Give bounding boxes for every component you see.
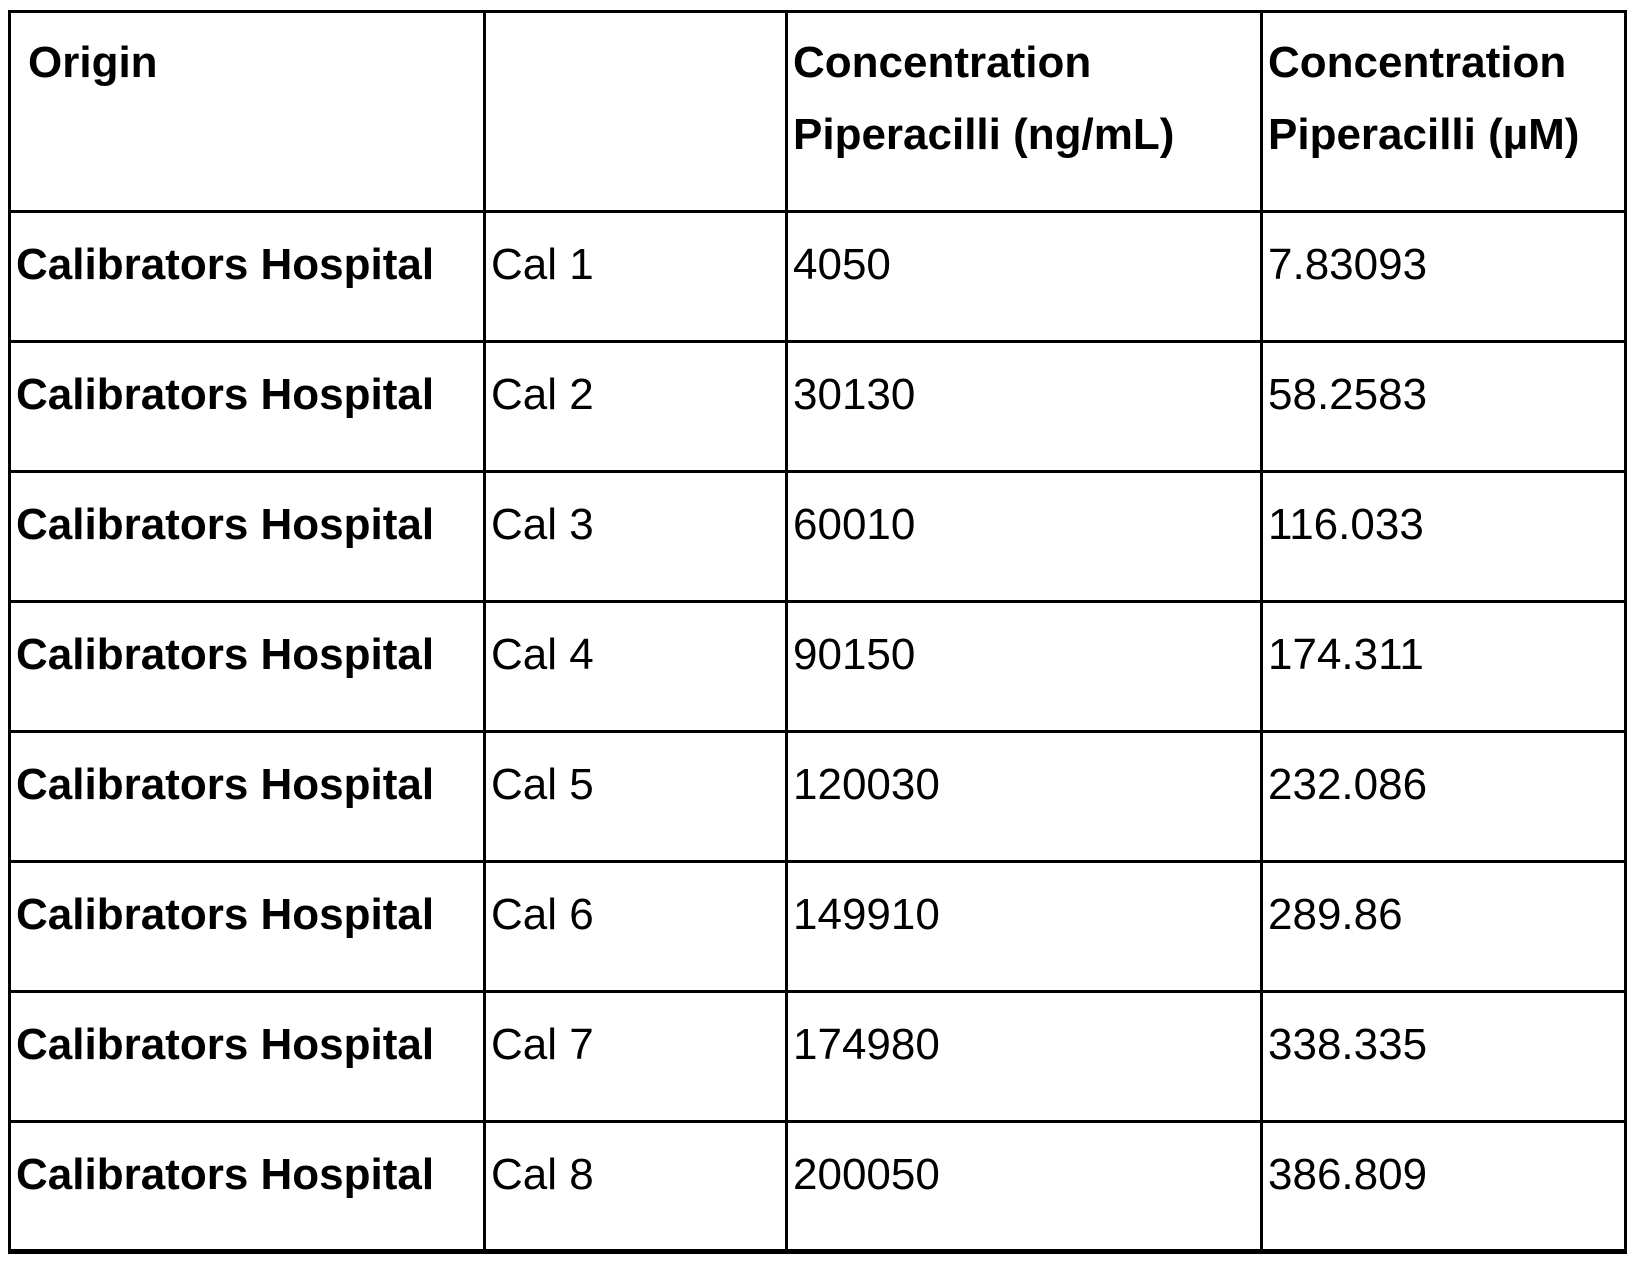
cell-conc-ng: 174980 [785, 990, 1263, 1123]
cell-origin: Calibrators Hospital [8, 470, 486, 603]
table-row: Calibrators Hospital Cal 2 30130 58.2583 [8, 340, 1627, 473]
cell-origin: Calibrators Hospital [8, 860, 486, 993]
cell-conc-um: 289.86 [1260, 860, 1627, 993]
cell-sample-id: Cal 6 [483, 860, 788, 993]
cell-sample-id: Cal 2 [483, 340, 788, 473]
cell-conc-um: 174.311 [1260, 600, 1627, 733]
table-row: Calibrators Hospital Cal 4 90150 174.311 [8, 600, 1627, 733]
cell-conc-ng: 30130 [785, 340, 1263, 473]
cell-conc-ng: 200050 [785, 1120, 1263, 1254]
table-row: Calibrators Hospital Cal 5 120030 232.08… [8, 730, 1627, 863]
table-row: Calibrators Hospital Cal 8 200050 386.80… [8, 1120, 1627, 1254]
cell-conc-um: 116.033 [1260, 470, 1627, 603]
header-origin-label: Origin [28, 38, 158, 87]
calibrators-table: Origin Concentration Piperacilli (ng/mL)… [8, 10, 1627, 1254]
header-row: Origin Concentration Piperacilli (ng/mL)… [8, 10, 1627, 213]
cell-sample-id: Cal 4 [483, 600, 788, 733]
cell-conc-ng: 60010 [785, 470, 1263, 603]
cell-conc-um: 7.83093 [1260, 210, 1627, 343]
table-row: Calibrators Hospital Cal 1 4050 7.83093 [8, 210, 1627, 343]
cell-conc-ng: 4050 [785, 210, 1263, 343]
header-conc-ng-line1: Concentration [793, 38, 1092, 87]
cell-origin: Calibrators Hospital [8, 1120, 486, 1254]
header-cell-origin: Origin [8, 10, 486, 213]
cell-conc-um: 58.2583 [1260, 340, 1627, 473]
table-row: Calibrators Hospital Cal 3 60010 116.033 [8, 470, 1627, 603]
cell-origin: Calibrators Hospital [8, 210, 486, 343]
cell-conc-ng: 120030 [785, 730, 1263, 863]
header-conc-ng-line2: Piperacilli (ng/mL) [793, 110, 1175, 159]
cell-sample-id: Cal 8 [483, 1120, 788, 1254]
table-row: Calibrators Hospital Cal 6 149910 289.86 [8, 860, 1627, 993]
cell-conc-ng: 90150 [785, 600, 1263, 733]
cell-conc-um: 386.809 [1260, 1120, 1627, 1254]
cell-conc-um: 232.086 [1260, 730, 1627, 863]
header-conc-um-line1: Concentration [1268, 38, 1567, 87]
header-cell-conc-um: Concentration Piperacilli (µM) [1260, 10, 1627, 213]
cell-sample-id: Cal 7 [483, 990, 788, 1123]
cell-sample-id: Cal 1 [483, 210, 788, 343]
cell-conc-ng: 149910 [785, 860, 1263, 993]
cell-conc-um: 338.335 [1260, 990, 1627, 1123]
header-cell-conc-ng: Concentration Piperacilli (ng/mL) [785, 10, 1263, 213]
cell-origin: Calibrators Hospital [8, 600, 486, 733]
cell-origin: Calibrators Hospital [8, 990, 486, 1123]
table-row: Calibrators Hospital Cal 7 174980 338.33… [8, 990, 1627, 1123]
cell-origin: Calibrators Hospital [8, 340, 486, 473]
header-conc-um-line2: Piperacilli (µM) [1268, 110, 1580, 159]
cell-sample-id: Cal 5 [483, 730, 788, 863]
cell-sample-id: Cal 3 [483, 470, 788, 603]
header-cell-sample [483, 10, 788, 213]
cell-origin: Calibrators Hospital [8, 730, 486, 863]
